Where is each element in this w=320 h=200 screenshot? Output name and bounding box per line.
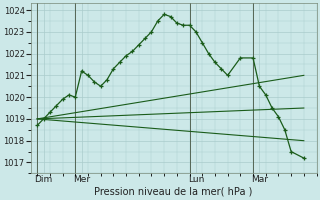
X-axis label: Pression niveau de la mer( hPa ): Pression niveau de la mer( hPa ) xyxy=(94,187,253,197)
